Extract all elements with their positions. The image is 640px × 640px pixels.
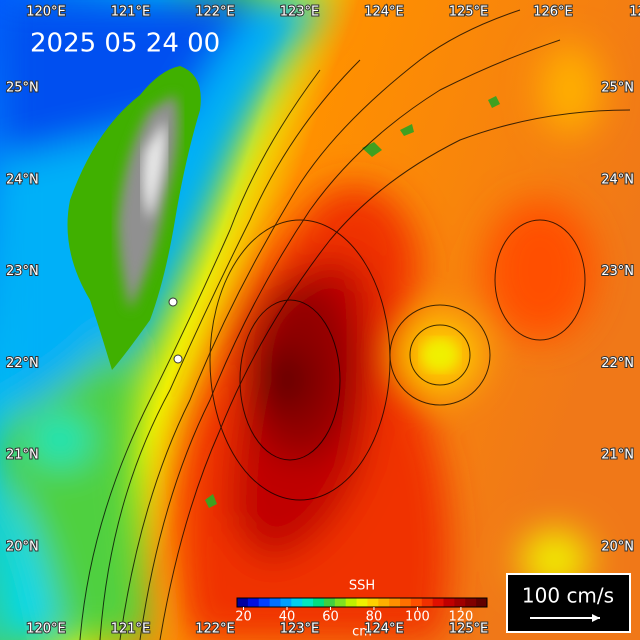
colorbar-frame [236,597,488,608]
colorbar-swatch [400,598,412,607]
longitude-label: 125°E [449,622,489,637]
longitude-label: 122°E [195,622,235,637]
latitude-label: 24°N [601,172,634,187]
timestamp: 2025 05 24 00 [30,29,220,59]
colorbar-swatch [291,598,303,607]
longitude-label: 124°E [364,5,404,20]
latitude-label: 25°N [601,81,634,96]
longitude-label: 125°E [449,5,489,20]
longitude-label: 126°E [533,5,573,20]
colorbar-title: SSH [349,579,375,594]
colorbar-swatch [323,598,336,607]
colorbar-swatch [356,598,368,607]
colorbar-swatch [345,598,358,607]
colorbar-swatch [280,598,292,607]
longitude-label: 121°E [111,5,151,20]
latitude-label: 22°N [601,356,634,371]
colorbar-swatch [378,598,390,607]
colorbar-swatch [334,598,347,607]
scale-box: 100 cm/s [506,573,631,633]
latitude-label: 20°N [601,540,634,555]
colorbar-swatch [432,598,445,607]
latitude-label: 20°N [6,540,39,555]
colorbar-tick-label: 20 [235,610,252,625]
latitude-label: 21°N [601,448,634,463]
colorbar-swatch [313,598,325,607]
colorbar-tick-label: 80 [366,610,383,625]
latitude-label: 21°N [6,448,39,463]
colorbar-swatch [237,598,249,607]
colorbar-swatch [389,598,401,607]
colorbar-swatch [302,598,314,607]
longitude-label: 120°E [26,5,66,20]
colorbar-swatch [476,598,488,607]
latitude-label: 23°N [601,264,634,279]
taiwan [67,66,201,370]
longitude-label: 120°E [26,622,66,637]
latitude-label: 22°N [6,356,39,371]
colorbar-tick-label: 100 [405,610,430,625]
colorbar-swatch [367,598,379,607]
colorbar-swatch [247,598,260,607]
longitude-label: 124°E [364,622,404,637]
latitude-label: 24°N [6,172,39,187]
longitude-label: 123°E [280,5,320,20]
longitude-label: 122°E [195,5,235,20]
latitude-label: 25°N [6,81,39,96]
colorbar-swatch [465,598,477,607]
streamlines [79,9,631,640]
scale-label: 100 cm/s [522,584,614,608]
stations [168,297,183,364]
colorbar-swatch [269,598,281,607]
scale-frame [506,573,631,633]
colorbar-tick-label: 120 [448,610,473,625]
latitude-label: 23°N [6,264,39,279]
colorbar-swatch [258,598,271,607]
scale-arrowhead [592,614,600,622]
longitude-label: 123°E [280,622,320,637]
colorbar-swatch [443,598,455,607]
colorbar-tick-label: 60 [322,610,339,625]
colorbar-swatch [454,598,466,607]
colorbar-tick-label: 40 [279,610,296,625]
colorbar-swatch [410,598,423,607]
longitude-label: 121°E [111,622,151,637]
longitude-label: 12 [629,5,640,20]
colorbar: SSH cm 20 40 60 80 100 120 [235,579,488,640]
colorbar-unit: cm [352,625,372,640]
colorbar-swatch [421,598,434,607]
